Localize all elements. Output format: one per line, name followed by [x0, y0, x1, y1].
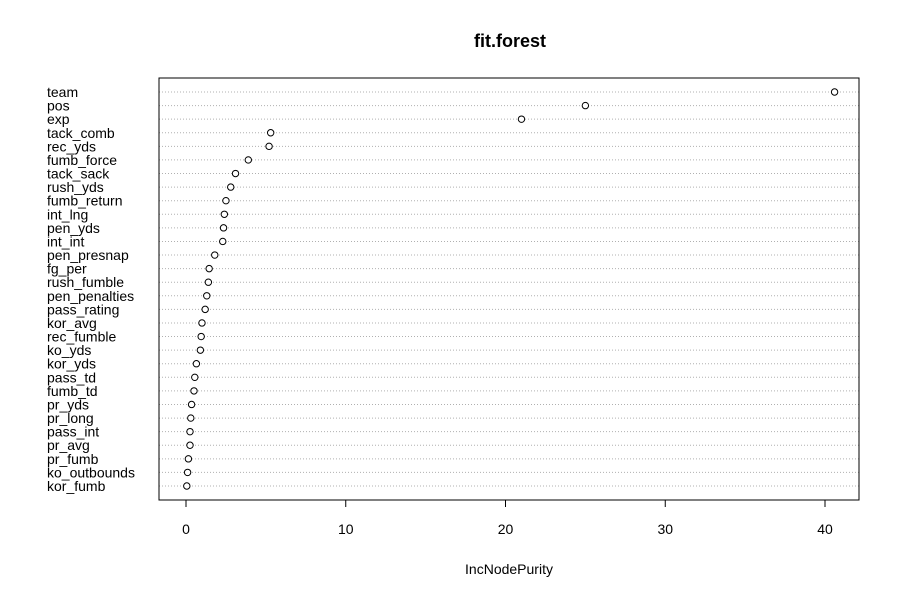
- category-label: ko_yds: [47, 342, 91, 358]
- data-point: [184, 455, 193, 463]
- category-label: fumb_force: [47, 152, 117, 168]
- category-label: fumb_return: [47, 193, 122, 209]
- x-tick-label: 30: [657, 521, 673, 537]
- category-label: int_lng: [47, 206, 88, 222]
- data-points: [183, 88, 839, 490]
- category-label: rush_yds: [47, 179, 104, 195]
- data-point: [581, 101, 590, 110]
- category-label: tack_sack: [47, 166, 110, 182]
- data-point: [219, 237, 227, 246]
- category-label: pass_rating: [47, 301, 119, 317]
- category-label: pen_presnap: [47, 247, 129, 263]
- x-axis: 0 10 20 30 40: [182, 499, 833, 537]
- category-label: pen_penalties: [47, 288, 134, 304]
- data-point: [192, 360, 201, 368]
- data-point: [196, 346, 205, 354]
- x-axis-label: IncNodePurity: [465, 561, 553, 577]
- x-tick-label: 10: [338, 521, 354, 537]
- x-tick-label: 0: [182, 521, 190, 537]
- data-point: [183, 468, 192, 477]
- data-point: [198, 319, 206, 327]
- data-point: [190, 387, 198, 395]
- category-label: exp: [47, 111, 70, 127]
- category-label: fg_per: [47, 261, 87, 277]
- data-point: [203, 292, 211, 300]
- chart-title: fit.forest: [474, 31, 546, 51]
- x-tick-label: 40: [817, 521, 833, 537]
- data-point: [191, 373, 199, 382]
- category-label: pr_fumb: [47, 451, 99, 467]
- data-point: [183, 482, 191, 490]
- data-point: [186, 441, 194, 449]
- data-point: [220, 210, 229, 218]
- category-label: team: [47, 84, 78, 100]
- data-point: [204, 278, 213, 286]
- data-point: [244, 156, 253, 164]
- data-point: [830, 88, 839, 96]
- category-label: ko_outbounds: [47, 464, 135, 480]
- data-point: [187, 414, 195, 422]
- data-point: [201, 305, 209, 314]
- data-point: [231, 169, 240, 178]
- data-point: [227, 183, 235, 191]
- category-label: rec_yds: [47, 138, 96, 154]
- data-point: [219, 224, 228, 232]
- category-label: pr_long: [47, 410, 94, 426]
- category-label: kor_avg: [47, 315, 97, 331]
- data-point: [222, 196, 230, 205]
- category-label: pr_yds: [47, 396, 89, 412]
- x-tick-label: 20: [498, 521, 514, 537]
- category-label: tack_comb: [47, 125, 115, 141]
- data-point: [265, 142, 273, 151]
- category-label: pass_int: [47, 424, 99, 440]
- category-label: kor_yds: [47, 356, 96, 372]
- category-label: rec_fumble: [47, 329, 116, 345]
- data-point: [187, 400, 196, 409]
- data-point: [266, 129, 275, 137]
- data-point: [186, 427, 194, 436]
- category-label: int_int: [47, 233, 84, 249]
- category-label: rush_fumble: [47, 274, 124, 290]
- category-label: fumb_td: [47, 383, 98, 399]
- data-point: [211, 251, 219, 259]
- data-point: [517, 115, 526, 123]
- data-point: [197, 332, 205, 341]
- category-label: kor_fumb: [47, 478, 106, 494]
- data-point: [205, 264, 213, 273]
- grid-lines: [159, 91, 859, 487]
- y-axis-labels: teamposexptack_combrec_ydsfumb_forcetack…: [47, 84, 135, 494]
- category-label: pass_td: [47, 369, 96, 385]
- plot-frame: [158, 77, 860, 501]
- category-label: pen_yds: [47, 220, 100, 236]
- category-label: pr_avg: [47, 437, 90, 453]
- category-label: pos: [47, 98, 70, 114]
